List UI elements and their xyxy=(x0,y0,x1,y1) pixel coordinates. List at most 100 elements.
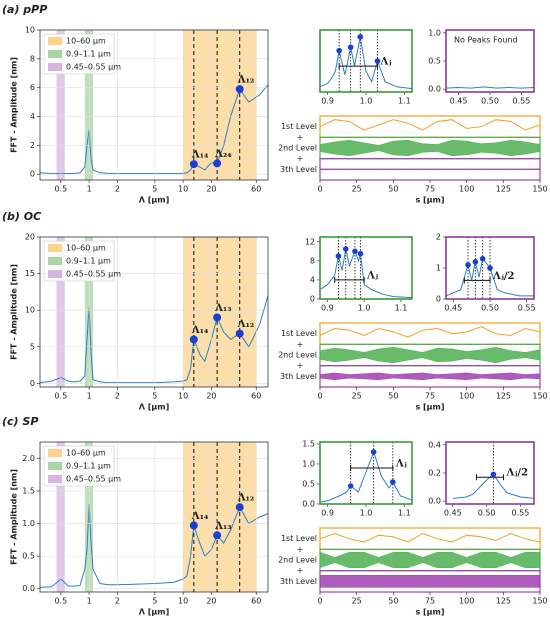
x-tick-label: 2 xyxy=(115,185,120,194)
level-label: 1st Level xyxy=(281,534,317,543)
x-tick-label: 125 xyxy=(496,597,511,606)
x-tick-label: 0.9 xyxy=(321,509,334,518)
legend-label: 10–60 µm xyxy=(66,244,106,253)
peak-marker xyxy=(357,250,364,257)
band xyxy=(183,237,257,387)
x-tick-label: 0 xyxy=(317,597,322,606)
peak-marker xyxy=(370,449,377,455)
legend-label: 10–60 µm xyxy=(66,449,106,458)
peak-marker xyxy=(335,253,342,259)
legend-label: 0.9–1.1 µm xyxy=(66,257,111,266)
span-label: Λⱼ xyxy=(366,270,378,281)
y-tick-label: 5 xyxy=(30,342,35,351)
x-axis-label: s [µm] xyxy=(415,196,444,205)
x-tick-label: 75 xyxy=(425,185,435,194)
level-envelope xyxy=(319,575,541,588)
level-frame xyxy=(319,322,541,345)
level-joiner: + xyxy=(297,545,304,554)
panel-title: (a) pPP xyxy=(2,3,47,16)
y-tick-label: 0.5 xyxy=(22,552,35,561)
legend-swatch xyxy=(48,462,62,470)
legend-label: 0.9–1.1 µm xyxy=(66,50,111,59)
x-tick-label: 20 xyxy=(206,597,216,606)
y-tick-label: 0.0 xyxy=(428,85,441,94)
peak-marker xyxy=(342,246,349,252)
x-axis-label: Λ [µm] xyxy=(139,403,170,412)
peak-marker xyxy=(235,329,244,338)
annotation: No Peaks Found xyxy=(454,36,518,45)
y-tick-label: 6 xyxy=(30,83,35,92)
x-tick-label: 1 xyxy=(87,185,92,194)
y-tick-label: 20 xyxy=(25,233,35,242)
peak-marker xyxy=(213,313,222,322)
y-tick-label: 0 xyxy=(310,295,315,304)
legend-label: 0.45–0.55 µm xyxy=(66,475,121,484)
peak-marker xyxy=(213,159,222,168)
plot-area xyxy=(446,237,534,299)
plot-area xyxy=(320,30,412,92)
x-tick-label: 75 xyxy=(425,392,435,401)
span-label: Λⱼ xyxy=(380,57,392,68)
x-tick-label: 25 xyxy=(352,597,362,606)
x-tick-label: 20 xyxy=(206,392,216,401)
y-tick-label: 0 xyxy=(436,295,441,304)
level-joiner: + xyxy=(297,133,304,142)
y-tick-label: 1.0 xyxy=(22,519,35,528)
peak-label: Λ₁₃ xyxy=(214,303,232,314)
peak-marker xyxy=(465,262,471,268)
peak-marker xyxy=(189,335,198,344)
y-tick-label: 4 xyxy=(310,275,315,284)
y-tick-label: 0.0 xyxy=(428,497,441,506)
level-joiner: + xyxy=(297,340,304,349)
x-tick-label: 0.5 xyxy=(54,392,67,401)
x-tick-label: 1.1 xyxy=(398,97,411,106)
peak-label: Λ₁₂ xyxy=(237,75,255,86)
level-joiner: + xyxy=(297,154,304,163)
span-label: Λⱼ/2 xyxy=(492,271,515,282)
x-tick-label: 10 xyxy=(178,392,188,401)
peak-label: Λ₁₄ xyxy=(191,150,209,161)
legend-label: 0.45–0.55 µm xyxy=(66,63,121,72)
y-tick-label: 15 xyxy=(25,269,35,278)
plot-area xyxy=(320,442,412,504)
x-tick-label: 25 xyxy=(352,185,362,194)
x-tick-label: 0.50 xyxy=(478,509,496,518)
x-axis-label: Λ [µm] xyxy=(139,196,170,205)
y-tick-label: 1 xyxy=(436,264,441,273)
x-tick-label: 0.45 xyxy=(444,304,462,313)
x-axis-label: Λ [µm] xyxy=(139,608,170,617)
frame xyxy=(39,236,269,388)
peak-marker xyxy=(189,160,198,169)
y-tick-label: 2 xyxy=(30,141,35,150)
y-tick-label: 10 xyxy=(25,306,35,315)
level-joiner: + xyxy=(297,566,304,575)
level-label: 2nd Level xyxy=(278,144,317,153)
x-tick-label: 1.0 xyxy=(358,304,371,313)
peak-marker xyxy=(347,44,354,51)
frame xyxy=(445,29,535,93)
frame xyxy=(445,441,535,505)
peak-label: Λ₁₄ xyxy=(191,511,209,522)
level-envelope xyxy=(319,551,541,569)
x-tick-label: 1 xyxy=(87,597,92,606)
x-tick-label: 10 xyxy=(178,185,188,194)
y-tick-label: 0 xyxy=(30,170,35,179)
y-tick-label: 0.0 xyxy=(302,500,315,509)
x-tick-label: 125 xyxy=(496,185,511,194)
frame xyxy=(445,236,535,300)
y-tick-label: 8 xyxy=(30,54,35,63)
x-tick-label: 5 xyxy=(152,392,157,401)
x-tick-label: 1.1 xyxy=(395,304,408,313)
peak-marker xyxy=(487,265,493,271)
x-tick-label: 0.55 xyxy=(512,509,530,518)
frame xyxy=(39,441,269,593)
peak-marker xyxy=(189,521,198,530)
panel-title: (c) SP xyxy=(2,415,38,428)
y-tick-label: 0.5 xyxy=(428,57,441,66)
curve xyxy=(446,86,534,89)
y-axis-label: FFT - Amplitude [nm] xyxy=(10,57,19,153)
plot-area xyxy=(320,237,412,299)
level-label: 1st Level xyxy=(281,122,317,131)
peak-marker xyxy=(357,34,364,40)
